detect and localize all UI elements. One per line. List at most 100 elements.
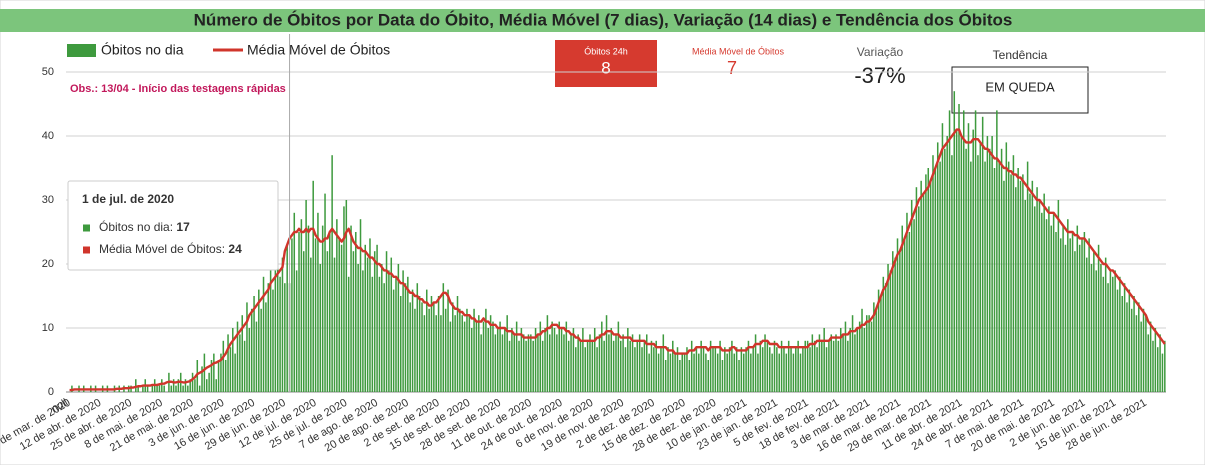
bar — [1057, 200, 1060, 392]
bar — [880, 296, 882, 392]
bar — [856, 328, 859, 392]
scorecard-box — [951, 66, 1089, 114]
bar — [381, 264, 383, 392]
title-bar — [0, 9, 1205, 32]
bar — [922, 193, 925, 392]
bar — [1088, 238, 1090, 392]
bar — [813, 340, 816, 392]
scorecard-box — [555, 40, 657, 87]
bar — [513, 334, 516, 392]
bar — [970, 161, 972, 392]
bar — [312, 180, 314, 392]
bar — [960, 136, 963, 392]
bar — [373, 251, 376, 392]
tooltip-swatch — [83, 246, 90, 254]
bar — [821, 340, 823, 392]
bar — [721, 360, 724, 392]
bar — [191, 372, 194, 392]
bar — [203, 353, 206, 392]
bar — [844, 321, 847, 392]
bar — [735, 347, 738, 392]
bar — [314, 238, 317, 392]
bar — [1050, 225, 1053, 392]
bar — [333, 257, 336, 392]
bar — [984, 161, 986, 392]
bar — [530, 334, 532, 392]
bar — [662, 334, 665, 392]
bar — [246, 302, 248, 392]
bar — [655, 340, 657, 392]
bar — [624, 347, 627, 392]
bar — [653, 347, 655, 392]
bar — [802, 347, 804, 392]
bar — [979, 142, 982, 392]
legend: Óbitos no dia Média Móvel de Óbitos — [67, 42, 390, 58]
bar — [636, 340, 639, 392]
bar — [281, 257, 284, 392]
bar — [428, 308, 430, 392]
bar — [1121, 296, 1123, 392]
bar — [672, 340, 674, 392]
bar — [392, 289, 395, 392]
bar — [423, 315, 426, 392]
bar — [468, 315, 471, 392]
bar — [232, 328, 234, 392]
bar — [158, 385, 161, 392]
bar — [456, 296, 459, 392]
bar — [537, 334, 539, 392]
bar — [1138, 302, 1140, 392]
bar — [485, 308, 487, 392]
bar — [785, 353, 788, 392]
bar — [357, 264, 359, 392]
scorecard-value: -37% — [854, 63, 905, 88]
bar — [773, 340, 776, 392]
bar — [965, 148, 967, 392]
bar — [269, 264, 272, 392]
bar — [336, 219, 338, 392]
bar — [1114, 270, 1116, 392]
bar — [390, 257, 393, 392]
bar — [248, 328, 251, 392]
bar — [589, 334, 591, 392]
bar — [452, 302, 454, 392]
bar — [825, 347, 828, 392]
bar — [284, 283, 286, 392]
bar — [631, 334, 634, 392]
y-tick-label: 10 — [42, 322, 54, 334]
bar — [345, 200, 348, 392]
scorecard-value: 8 — [601, 58, 610, 77]
bar — [317, 212, 319, 392]
bar — [939, 161, 941, 392]
bar — [702, 347, 705, 392]
bar — [686, 347, 688, 392]
bar — [1119, 276, 1121, 392]
y-tick-label: 30 — [42, 194, 54, 206]
bar — [1142, 308, 1145, 392]
bar — [690, 340, 693, 392]
scorecard-value: 7 — [727, 58, 737, 78]
bar — [563, 334, 565, 392]
bar — [934, 168, 937, 392]
bar — [236, 321, 239, 392]
bar — [549, 334, 551, 392]
bar — [187, 385, 189, 392]
bar — [740, 347, 743, 392]
bar — [1064, 244, 1067, 392]
bar — [1093, 251, 1095, 392]
tooltip-value: 24 — [228, 242, 242, 256]
bar — [806, 340, 809, 392]
bar — [948, 110, 951, 393]
bar — [634, 347, 636, 392]
bar-series — [71, 91, 1166, 393]
bar — [371, 276, 374, 392]
bar — [839, 328, 842, 392]
bar — [1135, 315, 1138, 392]
bar — [532, 340, 534, 392]
bar — [489, 315, 492, 392]
bar — [454, 315, 456, 392]
bar — [1164, 340, 1166, 392]
bar — [369, 238, 371, 392]
bar — [210, 360, 213, 392]
chart-title: Número de Óbitos por Data do Óbito, Médi… — [194, 10, 1013, 29]
bar — [553, 328, 556, 392]
